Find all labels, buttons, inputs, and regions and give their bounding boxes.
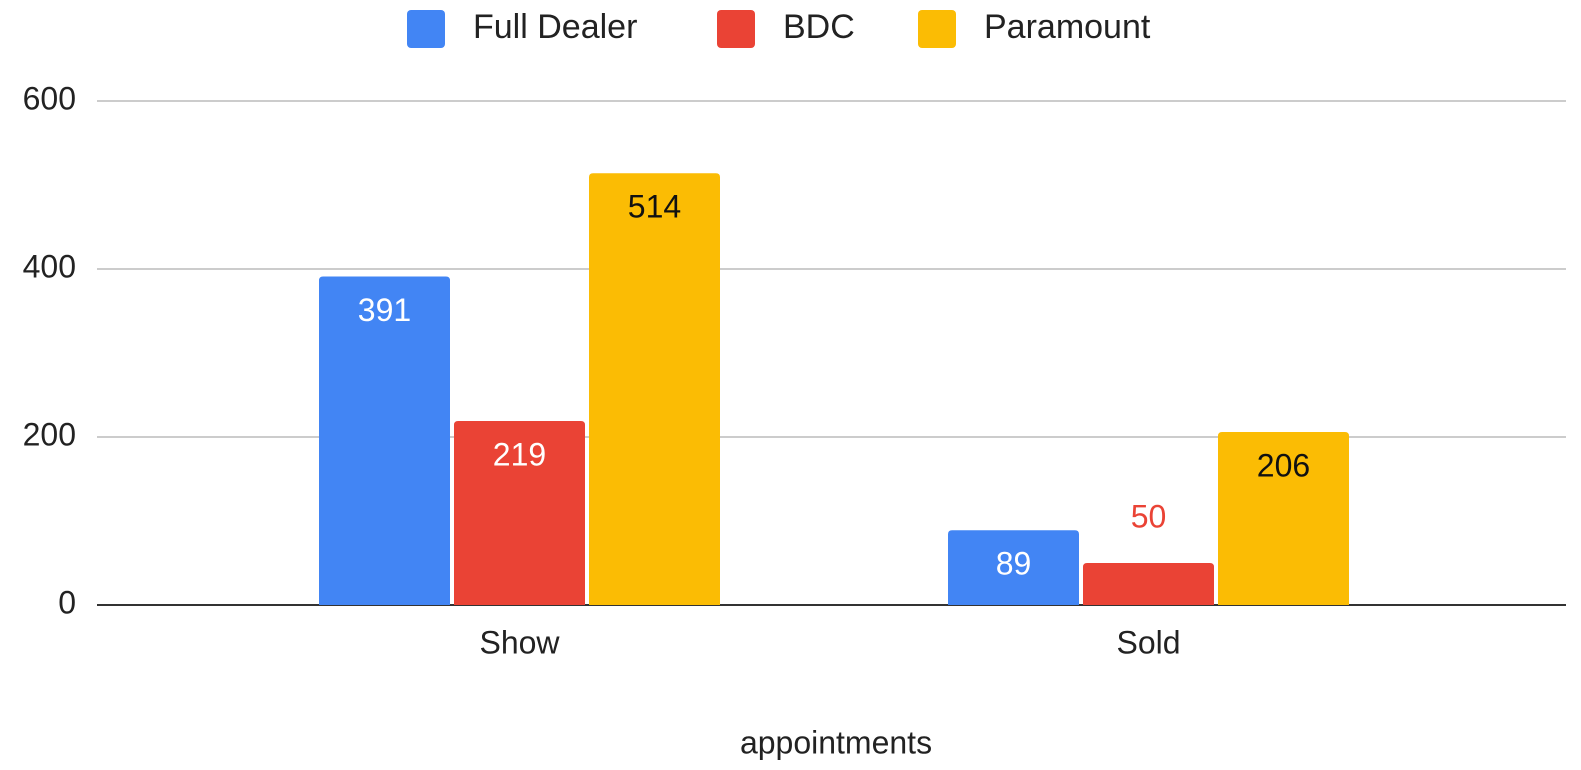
bar: [454, 421, 585, 605]
bar: [1083, 563, 1214, 605]
bar: [319, 276, 450, 605]
x-tick-label: Sold: [1116, 624, 1180, 660]
data-label: 391: [358, 292, 411, 328]
data-label: 219: [493, 436, 546, 472]
y-tick-label: 0: [58, 584, 76, 620]
bar: [948, 530, 1079, 605]
legend-swatch: [918, 10, 956, 48]
y-tick-label: 400: [23, 248, 76, 284]
x-tick-label: Show: [479, 624, 560, 660]
y-tick-label: 600: [23, 80, 76, 116]
data-label: 206: [1257, 447, 1310, 483]
y-tick-label: 200: [23, 416, 76, 452]
legend-label: Full Dealer: [473, 8, 637, 46]
data-label: 89: [996, 546, 1032, 582]
legend-label: Paramount: [984, 8, 1151, 46]
data-label: 50: [1131, 498, 1167, 534]
data-label: 514: [628, 189, 681, 225]
x-axis-title: appointments: [740, 724, 932, 760]
legend-swatch: [717, 10, 755, 48]
bar: [589, 173, 720, 606]
legend-label: BDC: [783, 8, 855, 46]
legend-swatch: [407, 10, 445, 48]
bar: [1218, 431, 1349, 605]
